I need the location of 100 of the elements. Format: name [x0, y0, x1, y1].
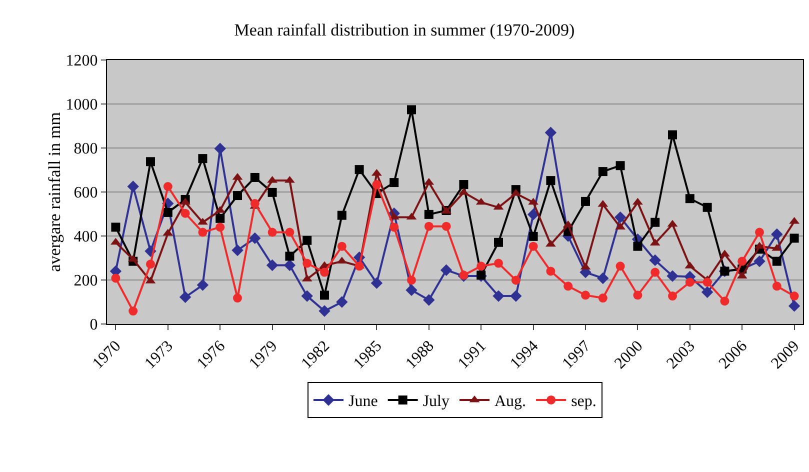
- point: [146, 157, 155, 166]
- point: [424, 222, 434, 231]
- point: [250, 198, 260, 208]
- point: [702, 278, 712, 287]
- point: [459, 180, 468, 190]
- point: [789, 216, 800, 224]
- point: [632, 198, 643, 205]
- point: [666, 270, 678, 282]
- point: [720, 296, 730, 306]
- point: [180, 208, 190, 218]
- y-tick-label: 400: [74, 228, 98, 246]
- point: [268, 188, 277, 197]
- legend-label: sep.: [571, 393, 596, 410]
- point: [598, 167, 608, 176]
- y-tick-label: 600: [74, 184, 98, 202]
- point: [440, 264, 452, 276]
- point: [266, 259, 278, 272]
- point: [790, 234, 799, 243]
- point: [772, 256, 782, 266]
- point: [528, 242, 538, 251]
- point: [528, 198, 538, 205]
- point: [598, 294, 608, 303]
- legend-label: July: [422, 393, 450, 410]
- point: [196, 279, 209, 291]
- point: [372, 180, 382, 190]
- y-tick-label: 1000: [66, 96, 98, 114]
- point: [650, 268, 660, 277]
- point: [772, 282, 782, 291]
- point: [510, 290, 522, 302]
- point: [354, 262, 364, 271]
- point: [354, 165, 364, 174]
- point: [268, 228, 277, 237]
- point: [754, 255, 766, 268]
- y-tick-label: 200: [74, 272, 98, 290]
- point: [720, 250, 730, 257]
- x-tick-label: 1991: [454, 338, 490, 372]
- point: [494, 238, 503, 247]
- point: [285, 252, 294, 261]
- point: [633, 242, 642, 251]
- point: [198, 154, 208, 164]
- point: [146, 260, 155, 269]
- point: [302, 236, 312, 245]
- point: [424, 210, 434, 219]
- point: [111, 274, 120, 283]
- point: [492, 290, 504, 302]
- point: [458, 188, 469, 195]
- point: [250, 172, 260, 182]
- point: [581, 196, 590, 206]
- point: [336, 296, 348, 308]
- point: [738, 256, 747, 266]
- point: [233, 191, 242, 200]
- point: [320, 268, 329, 277]
- point: [179, 291, 192, 304]
- point: [771, 228, 783, 240]
- point: [318, 305, 330, 317]
- point: [337, 210, 346, 220]
- point: [249, 232, 261, 244]
- point: [544, 126, 557, 138]
- point: [320, 290, 329, 300]
- point: [198, 218, 208, 225]
- point: [423, 294, 435, 306]
- point: [390, 222, 399, 232]
- point: [216, 222, 225, 232]
- point: [285, 228, 294, 237]
- point: [110, 238, 121, 245]
- point: [790, 292, 799, 301]
- point: [616, 262, 625, 271]
- point: [216, 214, 225, 223]
- point: [127, 180, 139, 192]
- point: [163, 182, 172, 191]
- point: [649, 254, 661, 266]
- point: [528, 232, 538, 241]
- point: [337, 242, 346, 251]
- point: [198, 228, 208, 237]
- point: [614, 211, 626, 224]
- point: [581, 290, 590, 300]
- point: [701, 286, 714, 298]
- y-tick-label: 800: [74, 140, 98, 158]
- point: [668, 292, 677, 301]
- chart-title: Mean rainfall distribution in summer (1970-2009): [234, 20, 575, 40]
- point: [546, 240, 556, 247]
- point: [442, 222, 451, 231]
- point: [564, 282, 573, 291]
- point: [407, 105, 416, 114]
- point: [111, 222, 120, 232]
- y-tick-label: 1200: [66, 52, 98, 70]
- point: [668, 130, 677, 140]
- point: [284, 259, 296, 272]
- point: [180, 198, 190, 205]
- point: [527, 208, 540, 220]
- point: [476, 262, 486, 271]
- point: [232, 244, 244, 256]
- point: [390, 178, 399, 188]
- y-axis-title: avergare rainfall in mm: [44, 112, 64, 272]
- point: [546, 176, 556, 186]
- point: [370, 277, 383, 289]
- point: [511, 276, 520, 285]
- point: [301, 290, 313, 302]
- y-tick-label: 0: [90, 316, 98, 334]
- point: [233, 294, 242, 303]
